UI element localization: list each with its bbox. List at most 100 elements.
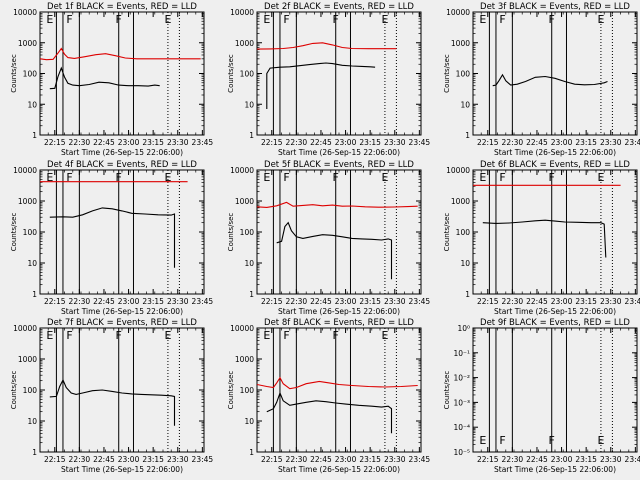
x-tick-label: 22:15 — [44, 138, 66, 147]
y-tick-label: 1000 — [451, 39, 470, 48]
y-axis-label: Counts/sec — [10, 54, 18, 93]
x-axis-label: Start Time (26-Sep-15 22:06:00) — [494, 148, 616, 157]
x-tick-label: 22:30 — [286, 297, 308, 306]
events-series-line — [276, 221, 393, 280]
y-tick-label: 100 — [23, 70, 38, 79]
event-marker-label: F — [549, 13, 555, 26]
y-axis-label: Counts/sec — [10, 213, 18, 252]
y-tick-label: 10⁻⁴ — [453, 423, 470, 432]
chart-title: Det 4f BLACK = Events, RED = LLD — [47, 160, 197, 170]
x-tick-label: 23:45 — [625, 138, 640, 147]
y-tick-label: 1 — [32, 131, 37, 140]
y-tick-label: 10000 — [446, 166, 470, 175]
x-tick-label: 23:15 — [575, 297, 597, 306]
chart-panel-3: Det 3f BLACK = Events, RED = LLD 1 10 100 10… — [443, 2, 640, 157]
y-tick-label: 10 — [244, 100, 254, 109]
lld-series-line — [256, 42, 397, 50]
y-tick-label: 10⁻¹ — [453, 349, 470, 358]
lld-series-line — [256, 376, 418, 390]
event-marker-label: E — [46, 171, 53, 184]
y-tick-label: 10 — [460, 100, 470, 109]
y-tick-label: 10000 — [230, 166, 254, 175]
chart-title: Det 2f BLACK = Events, RED = LLD — [264, 2, 414, 12]
x-tick-label: 22:45 — [526, 297, 548, 306]
x-axis-label: Start Time (26-Sep-15 22:06:00) — [61, 465, 183, 474]
event-marker-label: E — [164, 171, 171, 184]
chart-title: Det 7f BLACK = Events, RED = LLD — [47, 318, 197, 328]
x-tick-label: 22:30 — [286, 138, 308, 147]
event-marker-label: E — [479, 13, 486, 26]
x-tick-label: 22:15 — [44, 455, 66, 464]
events-series-line — [482, 219, 607, 258]
event-marker-label: F — [66, 171, 72, 184]
x-tick-label: 23:15 — [359, 455, 381, 464]
event-marker-label: F — [549, 171, 555, 184]
x-tick-label: 22:45 — [93, 138, 115, 147]
x-axis-label: Start Time (26-Sep-15 22:06:00) — [278, 148, 400, 157]
y-axis-label: Counts/sec — [227, 213, 235, 252]
y-axis-label: Counts/sec — [10, 371, 18, 410]
y-tick-label: 100 — [456, 70, 471, 79]
y-tick-label: 100 — [23, 386, 38, 395]
x-tick-label: 23:00 — [551, 455, 573, 464]
x-tick-label: 22:45 — [93, 297, 115, 306]
x-tick-label: 23:00 — [335, 297, 357, 306]
x-tick-label: 23:15 — [359, 138, 381, 147]
x-tick-label: 22:30 — [69, 138, 91, 147]
event-marker-label: E — [597, 171, 604, 184]
chart-panel-5: Det 5f BLACK = Events, RED = LLD 1 10 100 10… — [227, 160, 430, 316]
y-axis-label: Counts/sec — [227, 371, 235, 410]
event-marker-label: E — [597, 434, 604, 447]
x-tick-label: 23:30 — [600, 297, 622, 306]
x-axis-label: Start Time (26-Sep-15 22:06:00) — [494, 465, 616, 474]
x-tick-label: 22:30 — [69, 297, 91, 306]
events-series-line — [49, 207, 176, 268]
y-tick-label: 1 — [32, 448, 37, 457]
x-tick-label: 23:15 — [142, 455, 164, 464]
events-series-line — [492, 73, 608, 87]
event-marker-label: E — [46, 13, 53, 26]
x-tick-label: 23:30 — [600, 138, 622, 147]
x-tick-label: 23:15 — [359, 297, 381, 306]
y-tick-label: 100 — [240, 228, 255, 237]
x-tick-label: 23:45 — [625, 297, 640, 306]
x-tick-label: 23:00 — [551, 297, 573, 306]
x-tick-label: 23:30 — [600, 455, 622, 464]
events-series-line — [266, 391, 393, 434]
event-marker-label: E — [381, 171, 388, 184]
y-tick-label: 1000 — [18, 355, 37, 364]
x-tick-label: 23:00 — [335, 138, 357, 147]
events-series-line — [266, 62, 376, 109]
chart-panel-6: Det 6f BLACK = Events, RED = LLD 1 10 100 10… — [443, 160, 640, 316]
event-marker-label: E — [263, 13, 270, 26]
x-tick-label: 23:00 — [118, 297, 140, 306]
event-marker-label: F — [499, 171, 505, 184]
lld-series-line — [39, 47, 201, 61]
y-tick-label: 10 — [244, 259, 254, 268]
x-tick-label: 22:15 — [261, 138, 283, 147]
event-marker-label: F — [549, 434, 555, 447]
event-marker-label: F — [283, 13, 289, 26]
x-tick-label: 22:45 — [310, 455, 332, 464]
x-axis-label: Start Time (26-Sep-15 22:06:00) — [278, 307, 400, 316]
chart-title: Det 8f BLACK = Events, RED = LLD — [264, 318, 414, 328]
y-axis-label: Counts/sec — [443, 54, 451, 93]
x-tick-label: 23:15 — [575, 455, 597, 464]
y-tick-label: 10⁻⁵ — [453, 448, 470, 457]
x-tick-label: 22:45 — [310, 138, 332, 147]
x-tick-label: 22:15 — [261, 297, 283, 306]
event-marker-label: F — [283, 171, 289, 184]
lld-series-line — [256, 201, 418, 208]
x-tick-label: 23:45 — [192, 297, 214, 306]
y-tick-label: 10000 — [446, 8, 470, 17]
x-tick-label: 23:15 — [142, 138, 164, 147]
y-tick-label: 1 — [465, 290, 470, 299]
event-marker-label: F — [66, 13, 72, 26]
event-marker-label: F — [66, 329, 72, 342]
x-tick-label: 22:30 — [286, 455, 308, 464]
event-marker-label: E — [46, 329, 53, 342]
event-marker-label: E — [597, 13, 604, 26]
x-tick-label: 22:30 — [502, 138, 524, 147]
y-axis-label: Counts/sec — [227, 54, 235, 93]
